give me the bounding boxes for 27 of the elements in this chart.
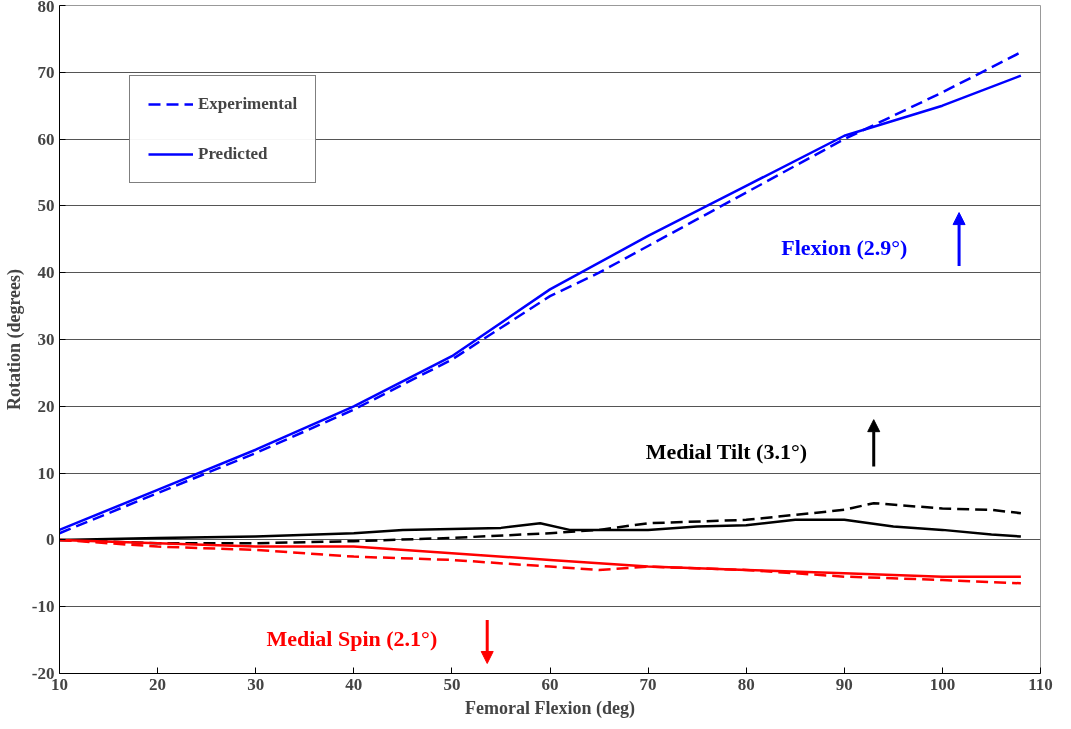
x-tick-label: 80 xyxy=(737,674,755,694)
x-tick-label: 30 xyxy=(247,674,265,694)
y-tick-label: 0 xyxy=(46,530,55,550)
x-tick-label: 60 xyxy=(541,674,559,694)
y-tick-label: 30 xyxy=(37,330,55,349)
y-tick-label: 20 xyxy=(37,396,55,416)
y-tick-label: 60 xyxy=(37,129,55,149)
y-tick-label: 50 xyxy=(37,196,55,216)
y-tick-label: 40 xyxy=(37,263,55,283)
legend-label: Predicted xyxy=(198,144,268,164)
legend-label: Experimental xyxy=(198,94,298,114)
annotation: Medial Spin (2.1°) xyxy=(266,625,438,651)
x-tick-label: 70 xyxy=(639,674,657,694)
y-axis-title: Rotation (degrees) xyxy=(3,268,25,411)
y-tick-label: -10 xyxy=(31,597,55,617)
x-tick-label: 90 xyxy=(835,674,853,694)
y-tick-label: 80 xyxy=(37,0,55,16)
y-tick-label: 70 xyxy=(37,62,55,82)
x-axis-title: Femoral Flexion (deg) xyxy=(465,697,635,719)
x-tick-label: 40 xyxy=(345,674,363,694)
annotation: Medial Tilt (3.1°) xyxy=(645,438,808,464)
x-tick-label: 100 xyxy=(929,674,956,694)
annotation: Flexion (2.9°) xyxy=(781,235,908,261)
x-tick-label: 50 xyxy=(443,674,461,694)
y-tick-label: 10 xyxy=(37,463,55,483)
x-tick-label: 110 xyxy=(1028,674,1053,694)
x-tick-label: 20 xyxy=(149,674,167,694)
